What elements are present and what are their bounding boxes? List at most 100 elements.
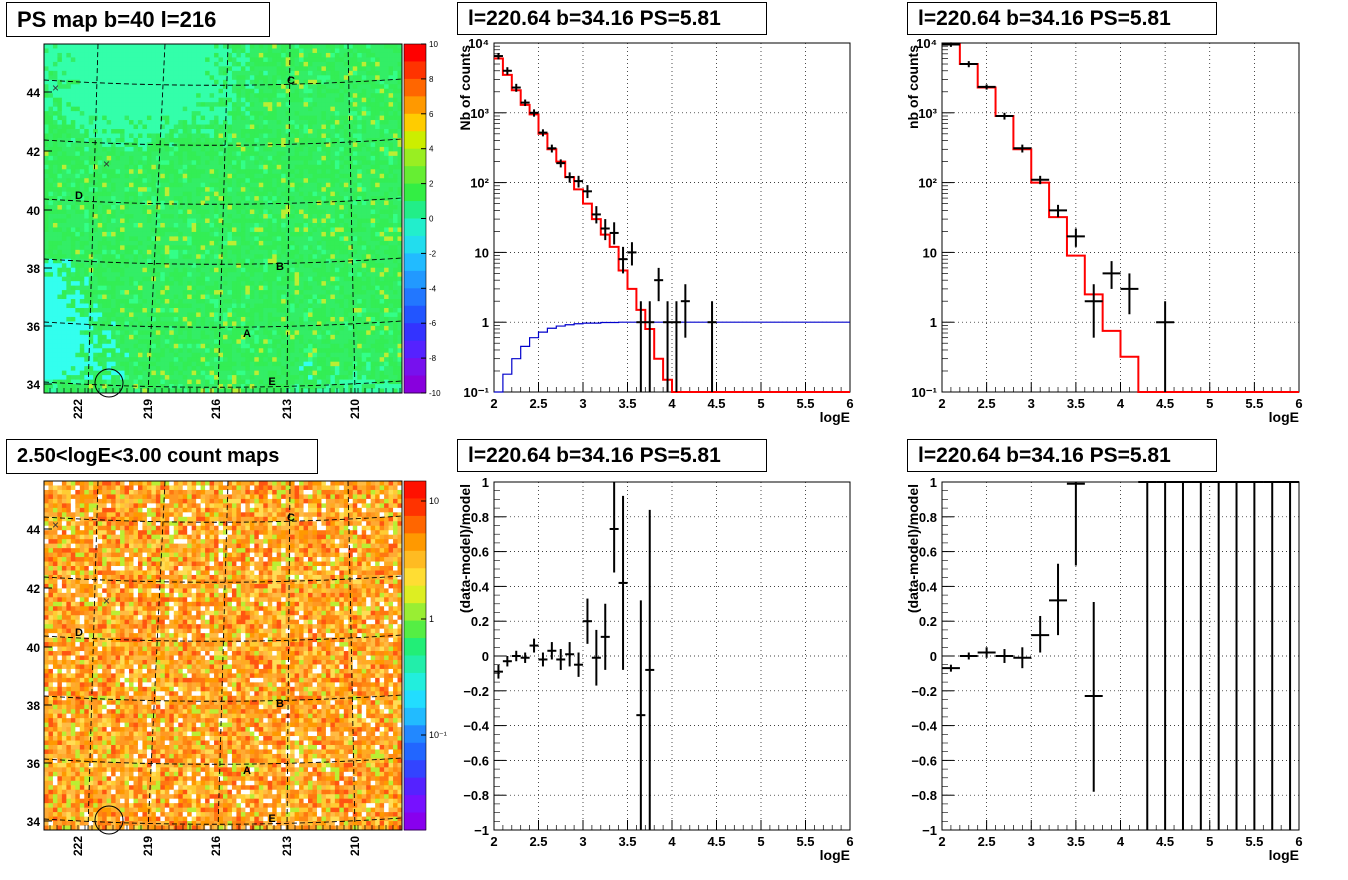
heatmap-cell xyxy=(106,348,112,354)
heatmap-cell xyxy=(245,366,251,372)
heatmap-cell xyxy=(44,129,49,134)
heatmap-cell xyxy=(312,133,318,139)
heatmap-cell xyxy=(48,214,54,219)
heatmap-cell xyxy=(70,263,76,269)
heatmap-cell xyxy=(75,370,81,376)
heatmap-cell xyxy=(155,312,161,318)
heatmap-cell xyxy=(97,281,103,287)
heatmap-cell xyxy=(263,48,269,54)
heatmap-cell xyxy=(205,281,210,287)
heatmap-cell xyxy=(182,102,188,108)
heatmap-cell xyxy=(290,151,296,157)
heatmap-cell xyxy=(151,146,157,152)
heatmap-cell xyxy=(182,93,188,99)
heatmap-cell xyxy=(52,84,58,90)
heatmap-cell xyxy=(218,102,224,108)
heatmap-cell xyxy=(258,52,264,58)
heatmap-cell xyxy=(312,227,318,233)
heatmap-cell xyxy=(48,388,54,394)
heatmap-cell xyxy=(240,299,246,304)
heatmap-cell xyxy=(120,70,125,76)
heatmap-cell xyxy=(129,48,134,54)
heatmap-cell xyxy=(196,294,202,300)
heatmap-cell xyxy=(79,106,85,112)
heatmap-cell xyxy=(223,321,228,327)
heatmap-cell xyxy=(137,334,143,340)
heatmap-cell xyxy=(93,325,99,331)
heatmap-cell xyxy=(187,334,193,340)
heatmap-cell xyxy=(106,312,112,318)
heatmap-cell xyxy=(312,384,318,389)
heatmap-cell xyxy=(285,312,291,318)
heatmap-cell xyxy=(44,115,49,121)
heatmap-cell xyxy=(191,124,197,130)
heatmap-cell xyxy=(299,370,304,376)
heatmap-cell xyxy=(294,285,300,291)
heatmap-cell xyxy=(254,164,260,170)
heatmap-cell xyxy=(115,129,121,134)
heatmap-cell xyxy=(142,245,148,251)
heatmap-cell xyxy=(299,316,304,322)
heatmap-cell xyxy=(57,249,63,255)
heatmap-cell xyxy=(178,187,184,193)
heatmap-cell xyxy=(155,249,161,255)
heatmap-cell xyxy=(236,88,242,94)
heatmap-cell xyxy=(290,61,296,67)
heatmap-cell xyxy=(137,93,143,99)
heatmap-cell xyxy=(281,79,287,85)
heatmap-cell xyxy=(57,321,63,327)
heatmap-cell xyxy=(115,316,121,322)
heatmap-cell xyxy=(120,169,125,175)
heatmap-cell xyxy=(169,84,175,90)
heatmap-cell xyxy=(240,111,246,116)
heatmap-cell xyxy=(57,352,63,358)
heatmap-cell xyxy=(115,61,121,67)
heatmap-cell xyxy=(205,169,210,175)
heatmap-cell xyxy=(97,222,103,228)
heatmap-cell xyxy=(321,272,327,278)
heatmap-cell xyxy=(88,115,94,121)
heatmap-cell xyxy=(285,352,291,358)
heatmap-cell xyxy=(61,227,67,233)
heatmap-cell xyxy=(173,205,179,210)
heatmap-cell xyxy=(321,75,327,81)
heatmap-cell xyxy=(182,254,188,260)
heatmap-cell xyxy=(97,178,103,184)
heatmap-cell xyxy=(227,84,233,90)
heatmap-cell xyxy=(129,303,134,309)
heatmap-cell xyxy=(75,151,81,157)
heatmap-cell xyxy=(155,330,161,336)
heatmap-cell xyxy=(84,316,90,322)
heatmap-cell xyxy=(79,352,85,358)
heatmap-cell xyxy=(214,294,219,300)
heatmap-cell xyxy=(52,258,58,264)
heatmap-cell xyxy=(227,375,233,380)
heatmap-cell xyxy=(218,97,224,103)
heatmap-cell xyxy=(93,218,99,224)
heatmap-cell xyxy=(88,205,94,210)
heatmap-cell xyxy=(205,330,210,336)
heatmap-cell xyxy=(173,133,179,139)
heatmap-cell xyxy=(236,330,242,336)
heatmap-cell xyxy=(223,263,228,269)
heatmap-cell xyxy=(102,316,108,322)
heatmap-cell xyxy=(93,129,99,134)
heatmap-cell xyxy=(182,182,188,188)
heatmap-cell xyxy=(88,200,94,206)
heatmap-cell xyxy=(124,205,130,210)
heatmap-cell xyxy=(61,70,67,76)
heatmap-cell xyxy=(236,366,242,372)
heatmap-cell xyxy=(84,182,90,188)
heatmap-cell xyxy=(258,102,264,108)
heatmap-cell xyxy=(93,379,99,385)
heatmap-cell xyxy=(115,361,121,367)
heatmap-cell xyxy=(120,178,125,184)
heatmap-cell xyxy=(223,294,228,300)
heatmap-cell xyxy=(84,133,90,139)
heatmap-cell xyxy=(200,375,206,380)
heatmap-cell xyxy=(312,294,318,300)
heatmap-cell xyxy=(325,70,331,76)
heatmap-cell xyxy=(57,258,63,264)
heatmap-cell xyxy=(209,384,215,389)
heatmap-cell xyxy=(299,93,304,99)
